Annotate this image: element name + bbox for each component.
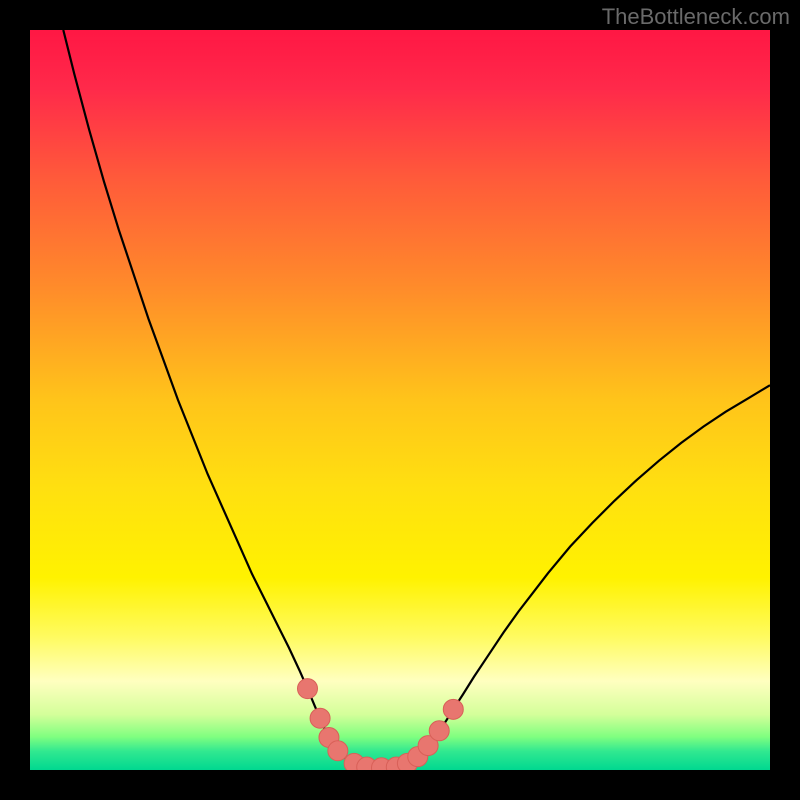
- chart-plot-area: [30, 30, 770, 770]
- bottleneck-curve-chart: [30, 30, 770, 770]
- watermark-text: TheBottleneck.com: [602, 4, 790, 30]
- curve-marker: [298, 679, 318, 699]
- curve-marker: [310, 708, 330, 728]
- curve-marker: [328, 741, 348, 761]
- curve-marker: [429, 721, 449, 741]
- gradient-background: [30, 30, 770, 770]
- curve-marker: [443, 699, 463, 719]
